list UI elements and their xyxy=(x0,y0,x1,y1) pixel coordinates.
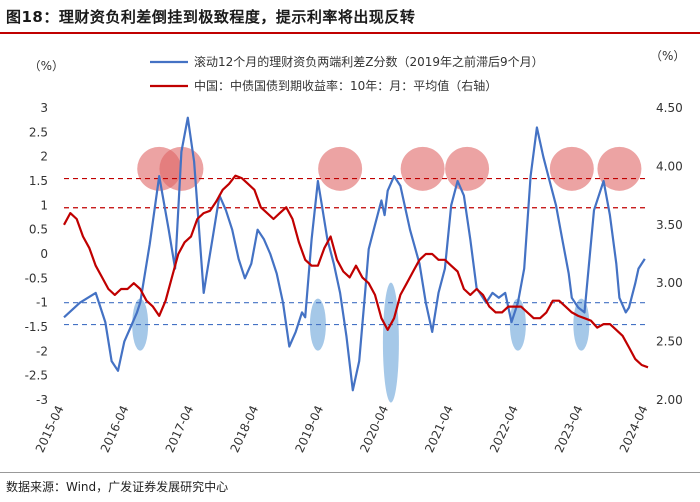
left-tick-label: 2.5 xyxy=(29,125,48,139)
x-tick-label: 2016-04 xyxy=(98,403,132,454)
right-tick-label: 2.50 xyxy=(656,335,683,349)
chart-svg: 3 2.5 2 1.5 1 0.5 0 -0.5 -1 -1.5 -2 -2.5 -3 4.50 4.00 3… xyxy=(25,49,686,455)
left-tick-label: -2 xyxy=(36,344,48,358)
right-tick-label: 3.50 xyxy=(656,218,683,232)
right-tick-label: 2.00 xyxy=(656,393,683,407)
x-tick-label: 2017-04 xyxy=(163,403,197,454)
x-tick-label: 2015-04 xyxy=(33,403,67,454)
legend-label-0: 滚动12个月的理财资负两端利差Z分数（2019年之前滞后9个月） xyxy=(194,54,544,69)
left-tick-label: -1 xyxy=(36,296,48,310)
peak-highlight-4 xyxy=(445,146,490,191)
left-tick-label: 2 xyxy=(40,150,48,164)
peak-highlight-2 xyxy=(318,146,363,191)
x-tick-label: 2018-04 xyxy=(228,403,262,454)
left-tick-label: 0 xyxy=(40,247,48,261)
series-line-1 xyxy=(63,174,649,369)
source-divider xyxy=(0,472,700,473)
left-tick-label: -0.5 xyxy=(25,271,48,285)
x-tick-label: 2022-04 xyxy=(487,403,521,454)
source-note: 数据来源：Wind，广发证券发展研究中心 xyxy=(6,480,229,494)
left-tick-label: -3 xyxy=(36,393,48,407)
left-tick-label: -2.5 xyxy=(25,369,48,383)
right-tick-label: 4.50 xyxy=(656,101,683,115)
series-line-0 xyxy=(63,116,646,392)
legend-label-1: 中国：中债国债到期收益率：10年：月：平均值（右轴） xyxy=(194,78,497,93)
left-tick-label: -1.5 xyxy=(25,320,48,334)
left-tick-label: 3 xyxy=(40,101,48,115)
x-tick-label: 2023-04 xyxy=(552,403,586,454)
peak-highlight-3 xyxy=(400,146,445,191)
x-tick-label: 2019-04 xyxy=(292,403,326,454)
trough-highlight-2 xyxy=(382,282,399,403)
right-unit-label: （%） xyxy=(650,49,685,63)
peak-highlight-5 xyxy=(549,146,594,191)
left-tick-label: 1.5 xyxy=(29,174,48,188)
left-tick-label: 1 xyxy=(40,198,48,212)
left-unit-label: （%） xyxy=(29,59,64,73)
left-tick-label: 0.5 xyxy=(29,223,48,237)
title-divider xyxy=(0,32,700,34)
x-tick-label: 2020-04 xyxy=(357,403,391,454)
peak-highlight-6 xyxy=(597,146,642,191)
right-tick-label: 4.00 xyxy=(656,159,683,173)
right-tick-label: 3.00 xyxy=(656,276,683,290)
x-tick-label: 2021-04 xyxy=(422,403,456,454)
x-tick-label: 2024-04 xyxy=(617,403,651,454)
chart-title: 图18：理财资负利差倒挂到极致程度，提示利率将出现反转 xyxy=(6,8,416,26)
